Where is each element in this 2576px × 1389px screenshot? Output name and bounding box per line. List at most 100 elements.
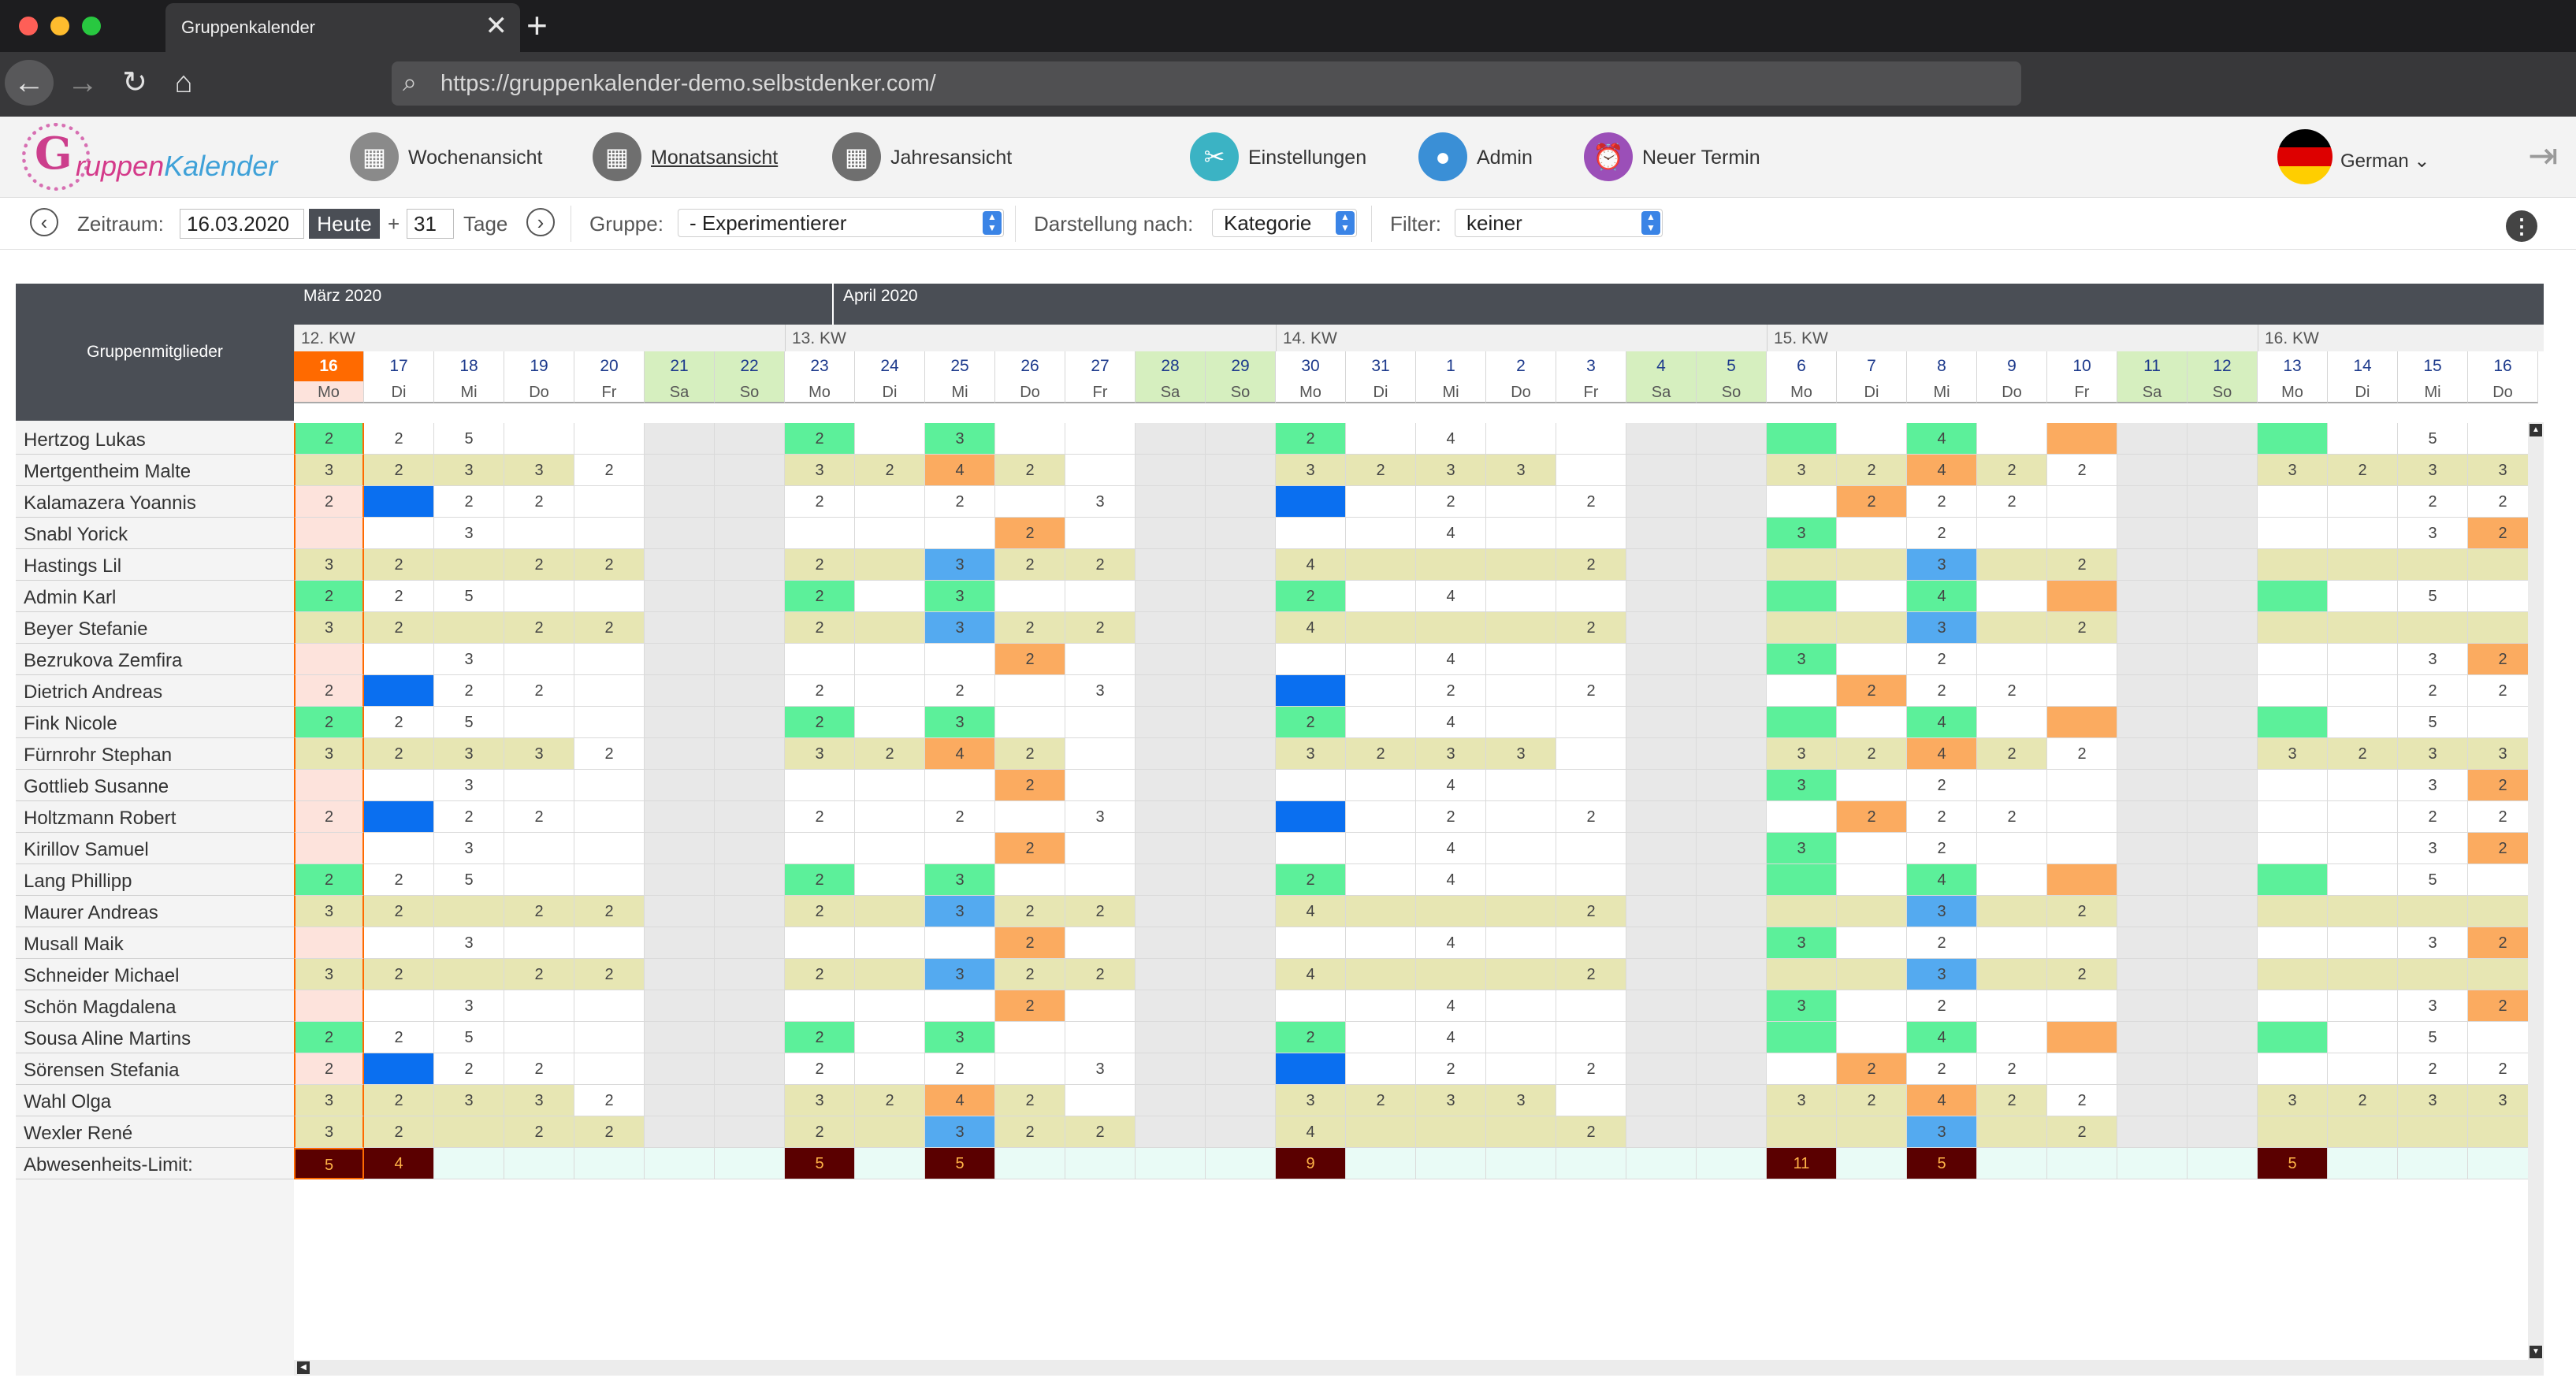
absence-cell[interactable] bbox=[1346, 927, 1416, 959]
absence-cell[interactable]: 2 bbox=[925, 801, 995, 833]
absence-cell[interactable]: 4 bbox=[1907, 423, 1977, 455]
absence-cell[interactable]: 5 bbox=[434, 707, 504, 738]
absence-cell[interactable]: 3 bbox=[925, 1116, 995, 1148]
absence-cell[interactable] bbox=[2258, 990, 2328, 1022]
absence-cell[interactable] bbox=[715, 455, 785, 486]
absence-cell[interactable] bbox=[1697, 990, 1767, 1022]
absence-cell[interactable] bbox=[2117, 581, 2188, 612]
absence-cell[interactable] bbox=[2258, 864, 2328, 896]
absence-cell[interactable] bbox=[1486, 1022, 1556, 1053]
absence-cell[interactable]: 2 bbox=[364, 1022, 434, 1053]
absence-cell[interactable]: 2 bbox=[855, 738, 925, 770]
absence-cell[interactable] bbox=[1697, 896, 1767, 927]
absence-cell[interactable] bbox=[2398, 612, 2468, 644]
absence-cell[interactable] bbox=[1136, 1116, 1206, 1148]
absence-cell[interactable]: 2 bbox=[925, 675, 995, 707]
absence-cell[interactable] bbox=[1626, 644, 1697, 675]
absence-cell[interactable] bbox=[785, 518, 855, 549]
absence-cell[interactable] bbox=[504, 423, 574, 455]
absence-cell[interactable] bbox=[1206, 518, 1276, 549]
absence-cell[interactable] bbox=[1206, 486, 1276, 518]
absence-cell[interactable]: 2 bbox=[995, 896, 1065, 927]
absence-cell[interactable] bbox=[1136, 1085, 1206, 1116]
absence-cell[interactable] bbox=[715, 1085, 785, 1116]
absence-cell[interactable]: 2 bbox=[364, 612, 434, 644]
absence-cell[interactable] bbox=[2188, 801, 2258, 833]
absence-cell[interactable] bbox=[1697, 518, 1767, 549]
absence-cell[interactable] bbox=[1556, 927, 1626, 959]
absence-cell[interactable] bbox=[1977, 1022, 2047, 1053]
absence-cell[interactable] bbox=[715, 864, 785, 896]
absence-cell[interactable] bbox=[1697, 959, 1767, 990]
absence-cell[interactable]: 2 bbox=[504, 959, 574, 990]
absence-cell[interactable]: 3 bbox=[925, 959, 995, 990]
absence-cell[interactable] bbox=[2468, 959, 2538, 990]
absence-cell[interactable] bbox=[1837, 990, 1907, 1022]
absence-cell[interactable] bbox=[1486, 707, 1556, 738]
absence-cell[interactable]: 3 bbox=[1416, 738, 1486, 770]
absence-cell[interactable] bbox=[2117, 1116, 2188, 1148]
day-number[interactable]: 17 bbox=[364, 351, 434, 381]
absence-cell[interactable] bbox=[1977, 612, 2047, 644]
absence-cell[interactable] bbox=[995, 1053, 1065, 1085]
absence-cell[interactable]: 3 bbox=[294, 1085, 364, 1116]
absence-cell[interactable] bbox=[1697, 738, 1767, 770]
absence-cell[interactable]: 2 bbox=[504, 612, 574, 644]
absence-cell[interactable] bbox=[995, 707, 1065, 738]
days-input[interactable]: 31 bbox=[407, 209, 454, 239]
absence-cell[interactable] bbox=[645, 864, 715, 896]
member-name[interactable]: Mertgentheim Malte bbox=[16, 455, 294, 486]
absence-cell[interactable]: 2 bbox=[1977, 486, 2047, 518]
absence-cell[interactable] bbox=[1837, 644, 1907, 675]
absence-cell[interactable] bbox=[1065, 581, 1136, 612]
absence-cell[interactable] bbox=[1767, 864, 1837, 896]
next-period-icon[interactable]: › bbox=[526, 208, 555, 236]
absence-cell[interactable] bbox=[645, 1085, 715, 1116]
absence-cell[interactable] bbox=[1136, 549, 1206, 581]
absence-cell[interactable] bbox=[2188, 518, 2258, 549]
absence-cell[interactable]: 3 bbox=[2258, 738, 2328, 770]
absence-cell[interactable]: 2 bbox=[1556, 959, 1626, 990]
absence-cell[interactable] bbox=[2188, 707, 2258, 738]
absence-cell[interactable] bbox=[2188, 833, 2258, 864]
absence-cell[interactable]: 2 bbox=[1346, 738, 1416, 770]
day-number[interactable]: 31 bbox=[1346, 351, 1416, 381]
absence-cell[interactable] bbox=[1977, 707, 2047, 738]
absence-cell[interactable] bbox=[645, 455, 715, 486]
absence-cell[interactable] bbox=[925, 644, 995, 675]
absence-cell[interactable]: 4 bbox=[1276, 1116, 1346, 1148]
absence-cell[interactable] bbox=[1206, 1116, 1276, 1148]
absence-cell[interactable] bbox=[2188, 1116, 2258, 1148]
absence-cell[interactable]: 2 bbox=[995, 612, 1065, 644]
absence-cell[interactable]: 2 bbox=[1276, 1022, 1346, 1053]
absence-cell[interactable]: 3 bbox=[925, 612, 995, 644]
absence-cell[interactable]: 2 bbox=[1065, 612, 1136, 644]
absence-cell[interactable] bbox=[574, 518, 645, 549]
absence-cell[interactable]: 2 bbox=[2047, 738, 2117, 770]
absence-cell[interactable]: 2 bbox=[1907, 770, 1977, 801]
absence-cell[interactable] bbox=[2328, 770, 2398, 801]
absence-cell[interactable] bbox=[1977, 518, 2047, 549]
absence-cell[interactable] bbox=[1767, 1116, 1837, 1148]
absence-cell[interactable] bbox=[2117, 549, 2188, 581]
absence-cell[interactable] bbox=[1206, 927, 1276, 959]
absence-cell[interactable]: 3 bbox=[2398, 1085, 2468, 1116]
absence-cell[interactable] bbox=[1626, 801, 1697, 833]
absence-cell[interactable] bbox=[294, 518, 364, 549]
absence-cell[interactable] bbox=[1767, 1022, 1837, 1053]
absence-cell[interactable]: 2 bbox=[1907, 927, 1977, 959]
day-number[interactable]: 14 bbox=[2328, 351, 2398, 381]
absence-cell[interactable]: 3 bbox=[294, 896, 364, 927]
absence-cell[interactable]: 3 bbox=[1767, 738, 1837, 770]
absence-cell[interactable] bbox=[645, 959, 715, 990]
absence-cell[interactable]: 5 bbox=[2398, 581, 2468, 612]
close-window-button[interactable] bbox=[19, 17, 38, 35]
absence-cell[interactable] bbox=[1276, 518, 1346, 549]
close-tab-icon[interactable]: ✕ bbox=[485, 11, 508, 41]
absence-cell[interactable] bbox=[2188, 675, 2258, 707]
absence-cell[interactable] bbox=[1206, 864, 1276, 896]
absence-cell[interactable] bbox=[2258, 896, 2328, 927]
new-tab-icon[interactable]: + bbox=[526, 5, 548, 46]
absence-cell[interactable] bbox=[2328, 959, 2398, 990]
absence-cell[interactable] bbox=[1206, 423, 1276, 455]
